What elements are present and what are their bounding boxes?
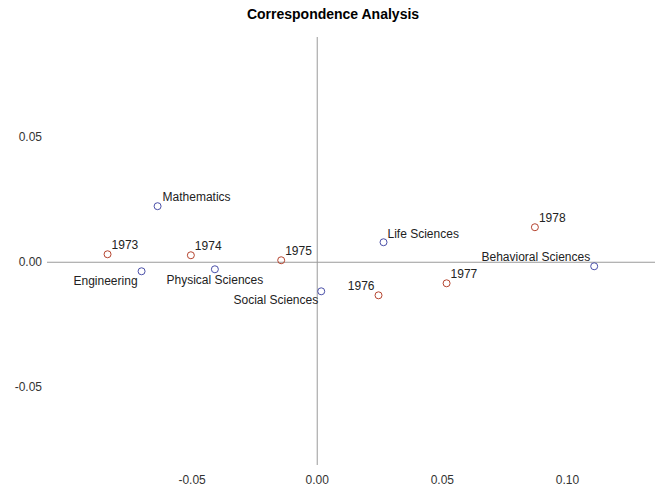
point-label: Engineering <box>74 274 138 288</box>
point <box>278 257 285 264</box>
point-label: Mathematics <box>163 190 231 204</box>
point-labels: Mathematics Engineering Physical Sciences S… <box>74 190 591 307</box>
point-label: 1976 <box>348 279 375 293</box>
point-label: Physical Sciences <box>167 273 264 287</box>
point-label: 1973 <box>112 238 139 252</box>
points <box>104 203 598 299</box>
point <box>187 252 194 259</box>
y-tick-label: -0.05 <box>15 380 43 394</box>
point <box>138 268 145 275</box>
chart: Correspondence Analysis -0.05 0.00 0.05 0.10… <box>0 0 666 500</box>
point <box>375 292 382 299</box>
x-tick-label: 0.10 <box>556 473 580 487</box>
point <box>531 224 538 231</box>
point <box>591 263 598 270</box>
point-label: 1978 <box>539 211 566 225</box>
point-label: Behavioral Sciences <box>481 250 590 264</box>
point <box>211 266 218 273</box>
point-label: Life Sciences <box>388 227 459 241</box>
x-tick-label: 0.00 <box>306 473 330 487</box>
point <box>443 280 450 287</box>
point-label: 1975 <box>285 244 312 258</box>
point <box>154 203 161 210</box>
point <box>380 239 387 246</box>
x-tick-label: 0.05 <box>431 473 455 487</box>
y-axis-line <box>317 37 318 465</box>
background <box>0 0 666 500</box>
point <box>104 251 111 258</box>
point-label: 1977 <box>451 267 478 281</box>
x-tick-label: -0.05 <box>178 473 206 487</box>
point-label: Social Sciences <box>234 293 319 307</box>
point <box>318 288 325 295</box>
point-label: 1974 <box>195 239 222 253</box>
y-tick-label: 0.00 <box>19 255 43 269</box>
y-tick-label: 0.05 <box>19 130 43 144</box>
title: Correspondence Analysis <box>247 6 419 22</box>
